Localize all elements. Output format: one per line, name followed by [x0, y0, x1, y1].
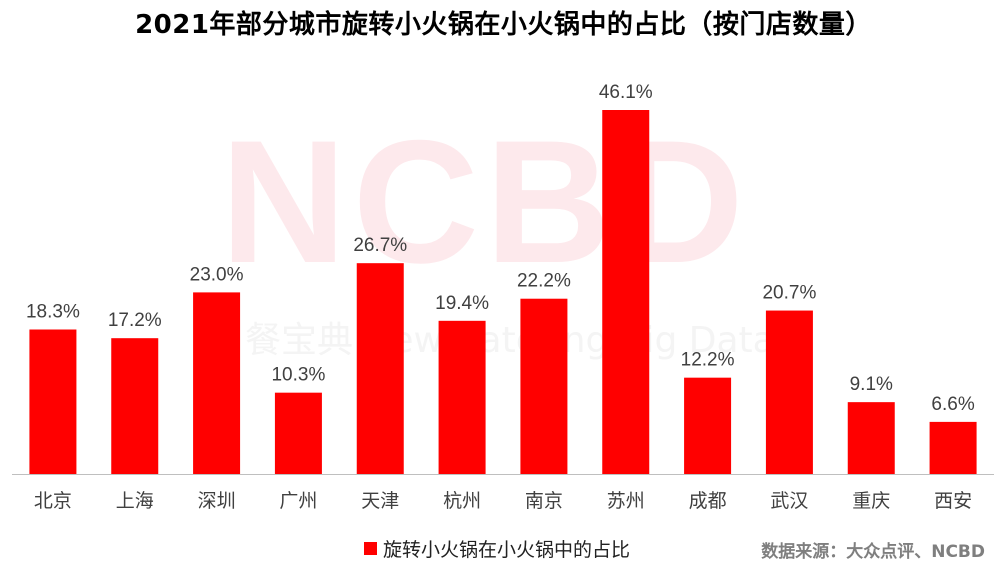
data-label-0: 18.3% [26, 302, 80, 323]
data-label-7: 46.1% [599, 82, 653, 103]
category-label-9: 武汉 [770, 490, 808, 512]
bar-3 [274, 392, 322, 474]
data-label-8: 12.2% [681, 350, 735, 371]
data-label-9: 20.7% [762, 283, 816, 304]
category-label-6: 南京 [525, 490, 563, 512]
bar-0 [29, 329, 77, 474]
source-note: 数据来源：大众点评、NCBD [761, 542, 985, 562]
data-label-6: 22.2% [517, 271, 571, 292]
legend: 旋转小火锅在小火锅中的占比 [364, 535, 630, 562]
bar-10 [847, 402, 895, 474]
bar-chart: 18.3% 北京 17.2% 上海 23.0% 深圳 10.3% 广州 26.7% 天津 19.4%… [12, 82, 994, 512]
category-label-10: 重庆 [852, 490, 890, 512]
data-label-11: 6.6% [931, 394, 974, 415]
bar-11 [929, 421, 977, 474]
data-label-3: 10.3% [271, 365, 325, 386]
bar-5 [438, 320, 486, 474]
data-label-4: 26.7% [353, 235, 407, 256]
category-label-3: 广州 [279, 490, 317, 512]
category-label-11: 西安 [934, 490, 972, 512]
bar-2 [193, 292, 241, 474]
chart-title: 2021年部分城市旋转小火锅在小火锅中的占比（按门店数量） [135, 10, 872, 40]
category-label-0: 北京 [34, 490, 72, 512]
data-label-2: 23.0% [190, 264, 244, 285]
category-label-4: 天津 [361, 490, 399, 512]
legend-swatch [364, 542, 377, 555]
category-label-7: 苏州 [607, 490, 645, 512]
bar-8 [684, 377, 732, 474]
category-label-2: 深圳 [198, 490, 236, 512]
bar-9 [765, 310, 813, 474]
category-label-8: 成都 [689, 490, 727, 512]
category-label-1: 上海 [116, 490, 154, 512]
bar-6 [520, 298, 568, 474]
data-label-1: 17.2% [108, 310, 162, 331]
legend-label: 旋转小火锅在小火锅中的占比 [383, 539, 631, 561]
category-label-5: 杭州 [443, 490, 481, 512]
data-label-10: 9.1% [850, 374, 893, 395]
bar-7 [602, 110, 650, 474]
bar-4 [356, 263, 404, 474]
data-label-5: 19.4% [435, 293, 489, 314]
bar-1 [111, 338, 159, 474]
